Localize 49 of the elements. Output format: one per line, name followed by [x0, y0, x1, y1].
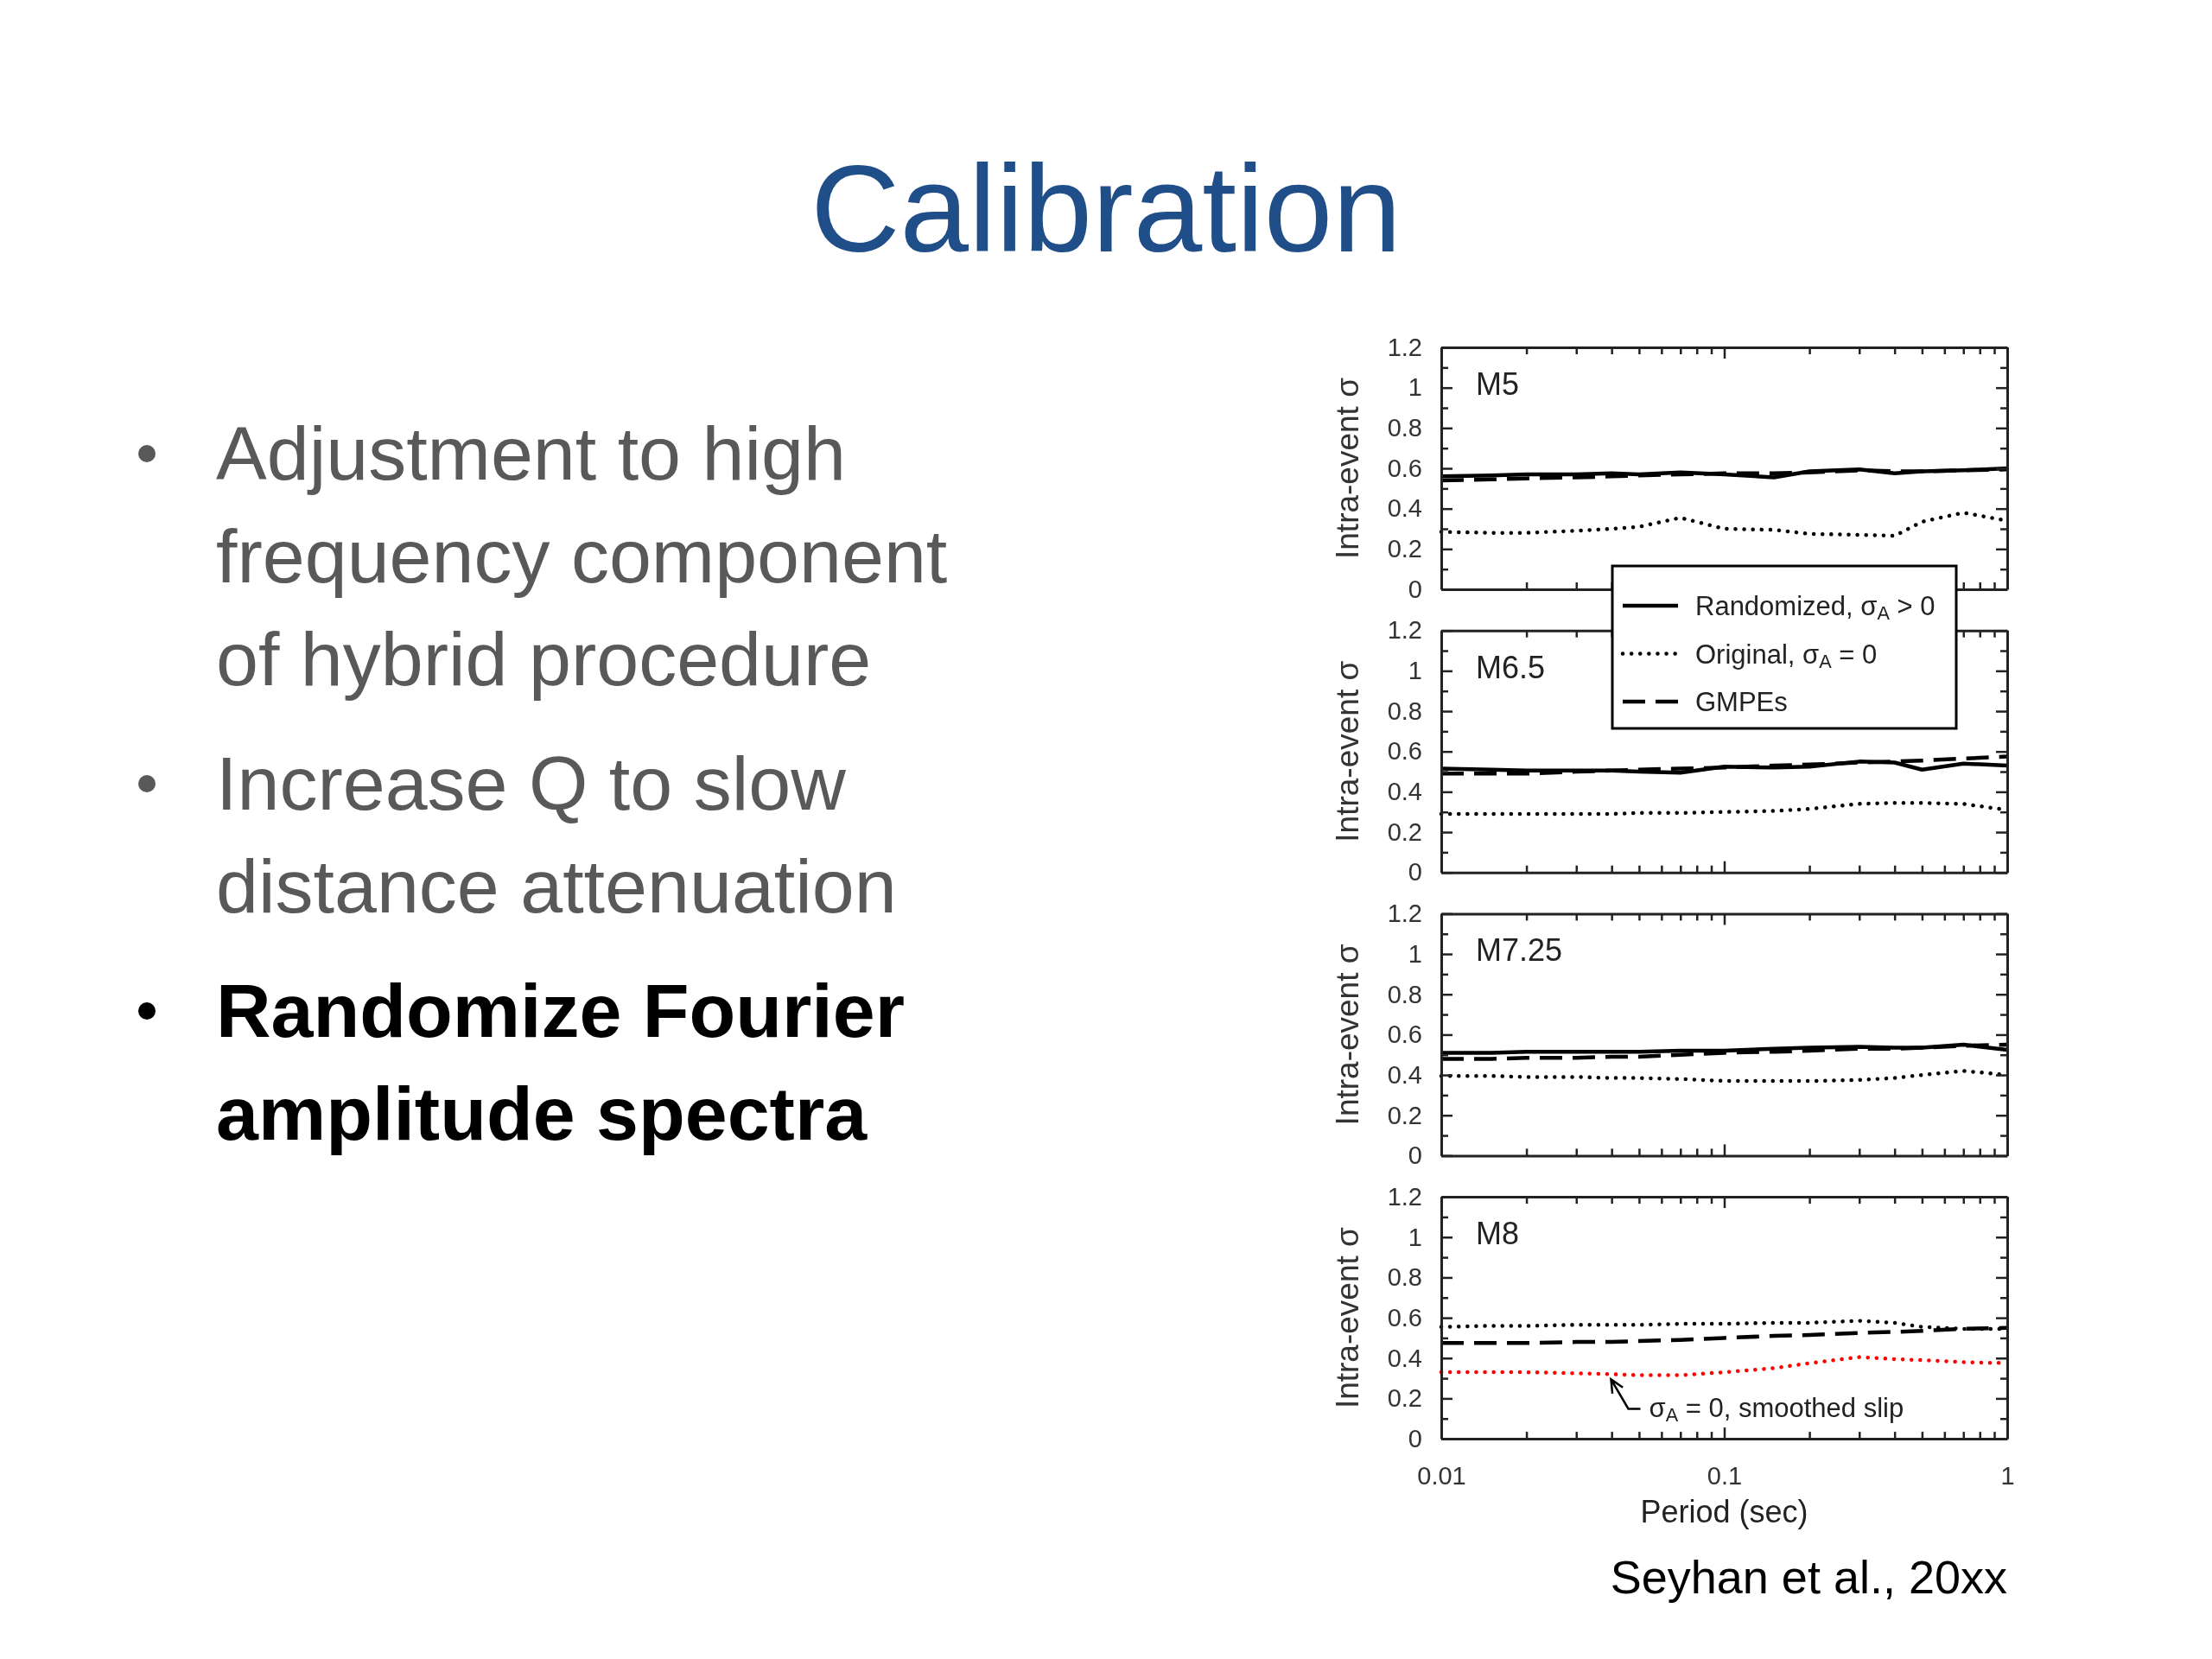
y-tick-label: 0.8 — [1387, 414, 1422, 442]
y-axis-title: Intra-event σ — [1330, 944, 1365, 1126]
x-tick-label: 1 — [2000, 1461, 2015, 1490]
y-tick-label: 0.6 — [1387, 454, 1422, 482]
series-label: σ$_{A}$ = 0, smoothed slip — [1649, 1393, 1904, 1427]
y-tick-label: 0.8 — [1387, 980, 1422, 1008]
y-tick-label: 0.2 — [1387, 817, 1422, 846]
y-tick-label: 0.4 — [1387, 1060, 1422, 1089]
y-tick-label: 0.4 — [1387, 778, 1422, 806]
text: M7.25 — [1476, 932, 1563, 969]
text: Randomize Fourier amplitude spectra — [216, 968, 905, 1156]
y-tick-label: 1.2 — [1387, 899, 1422, 928]
y-tick-label: 0.4 — [1387, 494, 1422, 523]
text: M5 — [1476, 366, 1520, 402]
y-tick-label: 0 — [1408, 858, 1422, 887]
text: Increase Q to slow distance attenuation — [216, 741, 897, 929]
y-tick-label: 0.8 — [1387, 1263, 1422, 1292]
y-axis-title: Intra-event σ — [1330, 660, 1365, 842]
y-tick-label: 0 — [1408, 1141, 1422, 1170]
y-tick-label: 1 — [1408, 1223, 1422, 1251]
y-tick-label: 0.6 — [1387, 737, 1422, 766]
y-tick-label: 1 — [1408, 373, 1422, 402]
text: M6.5 — [1476, 649, 1546, 685]
y-tick-label: 0.2 — [1387, 1101, 1422, 1129]
text: Adjustment to high frequency component of hybrid procedure — [216, 410, 948, 702]
y-tick-label: 0.6 — [1387, 1303, 1422, 1332]
y-axis-title: Intra-event σ — [1330, 1226, 1365, 1409]
y-tick-label: 0 — [1408, 575, 1422, 603]
y-tick-label: 0 — [1408, 1424, 1422, 1452]
y-tick-label: 0.2 — [1387, 1384, 1422, 1413]
y-tick-label: 1.2 — [1387, 616, 1422, 645]
y-tick-label: 1 — [1408, 657, 1422, 685]
y-tick-label: 1.2 — [1387, 333, 1422, 361]
y-tick-label: 0.4 — [1387, 1344, 1422, 1372]
y-tick-label: 1 — [1408, 939, 1422, 968]
x-tick-label: 0.1 — [1707, 1461, 1743, 1490]
y-tick-label: 1.2 — [1387, 1182, 1422, 1211]
x-axis-title: Period (sec) — [1640, 1494, 1808, 1530]
legend-label: GMPEs — [1695, 687, 1788, 717]
legend-label: Randomized, σ$_{A}$ > 0 — [1695, 591, 1936, 624]
text: M8 — [1476, 1216, 1520, 1252]
x-tick-label: 0.01 — [1417, 1461, 1466, 1490]
y-tick-label: 0.8 — [1387, 696, 1422, 725]
y-axis-title: Intra-event σ — [1330, 377, 1365, 559]
text: Calibration — [810, 140, 1402, 277]
y-tick-label: 0.2 — [1387, 535, 1422, 563]
y-tick-label: 0.6 — [1387, 1020, 1422, 1049]
legend-label: Original, σ$_{A}$ = 0 — [1695, 639, 1878, 672]
text: Seyhan et al., 20xx — [1610, 1551, 2007, 1604]
